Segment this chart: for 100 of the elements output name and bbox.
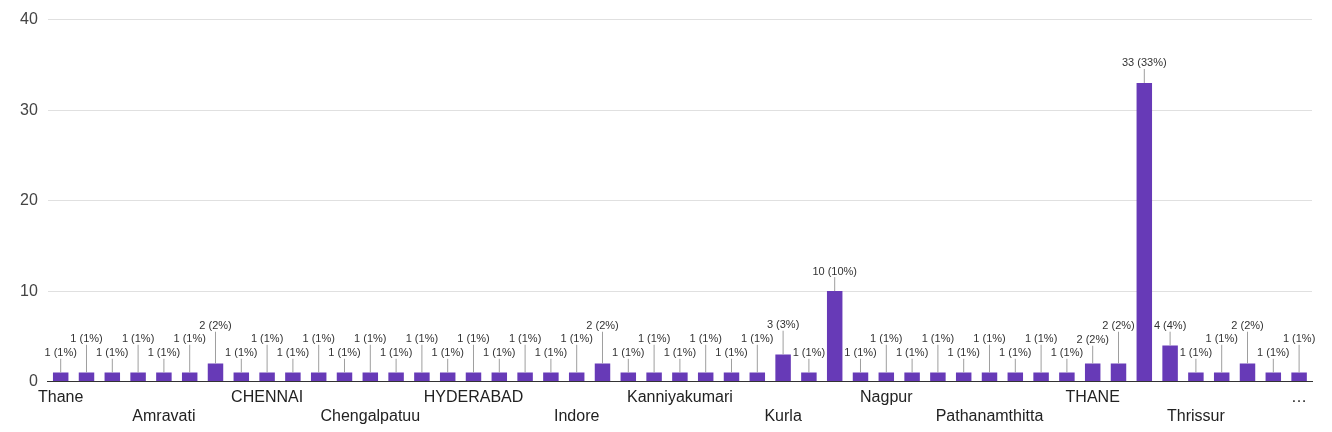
data-label: 1 (1%) (44, 346, 77, 359)
bar (465, 372, 482, 382)
bar (646, 372, 662, 382)
bar (1213, 372, 1230, 382)
data-label: 33 (33%) (1121, 56, 1167, 69)
x-tick-label: THANE (1065, 387, 1120, 405)
data-label: 1 (1%) (70, 332, 103, 345)
data-label: 1 (1%) (354, 332, 387, 345)
data-label: 1 (1%) (715, 346, 748, 359)
bar (130, 372, 146, 382)
x-tick-label: … (1291, 387, 1308, 405)
data-label: 1 (1%) (1179, 346, 1213, 359)
bar (336, 372, 353, 382)
data-label: 2 (2%) (1231, 319, 1264, 332)
data-label: 1 (1%) (973, 332, 1006, 345)
bar (517, 372, 533, 382)
bar (620, 372, 637, 382)
data-label: 1 (1%) (921, 332, 955, 345)
data-label: 1 (1%) (173, 332, 206, 345)
data-label: 1 (1%) (328, 346, 361, 359)
data-label: 1 (1%) (895, 346, 929, 359)
bar (543, 372, 559, 382)
bar (594, 363, 611, 382)
data-label: 1 (1%) (1205, 332, 1238, 345)
data-label: 2 (2%) (199, 319, 232, 332)
bar (1136, 82, 1153, 382)
data-label: 1 (1%) (999, 346, 1032, 359)
data-label: 2 (2%) (1076, 333, 1109, 346)
data-label: 1 (1%) (302, 332, 335, 345)
data-label: 1 (1%) (534, 346, 568, 359)
x-tick-label: Chengalpatuu (320, 406, 421, 424)
bar (697, 372, 714, 382)
bar (78, 372, 95, 382)
bar (955, 372, 972, 382)
data-label: 1 (1%) (560, 332, 593, 345)
bar (1188, 372, 1204, 382)
bar (749, 372, 766, 382)
bar (930, 372, 946, 382)
x-tick-label: HYDERABAD (423, 387, 524, 405)
x-tick-label: Pathanamthitta (935, 406, 1044, 424)
x-tick-label: CHENNAI (231, 387, 304, 405)
bar (1084, 363, 1101, 382)
bar (439, 372, 456, 382)
data-label: 1 (1%) (147, 346, 181, 359)
x-tick-label: Thrissur (1167, 406, 1226, 424)
data-label: 10 (10%) (812, 264, 858, 277)
bar (723, 372, 740, 382)
data-label: 1 (1%) (457, 332, 490, 345)
bar (1007, 372, 1024, 382)
data-label: 1 (1%) (689, 332, 722, 345)
bar (775, 354, 791, 382)
bar (981, 372, 998, 382)
bar (414, 372, 430, 382)
data-label: 1 (1%) (431, 346, 464, 359)
y-tick-label: 10 (20, 281, 38, 299)
y-tick-label: 0 (28, 372, 38, 390)
bar (1033, 372, 1049, 382)
x-tick-label: Indore (554, 406, 600, 424)
data-label: 1 (1%) (250, 332, 284, 345)
data-label: 1 (1%) (741, 332, 774, 345)
data-label: 1 (1%) (405, 332, 439, 345)
bar (672, 372, 688, 382)
y-tick-label: 40 (20, 10, 38, 28)
data-label: 1 (1%) (1282, 332, 1316, 345)
bar (801, 372, 817, 382)
y-tick-label: 20 (20, 191, 38, 209)
data-label: 1 (1%) (637, 332, 671, 345)
bar (491, 372, 508, 382)
bar (878, 372, 895, 382)
data-label: 1 (1%) (1257, 346, 1290, 359)
data-label: 1 (1%) (508, 332, 542, 345)
bar (285, 372, 301, 382)
bar (52, 372, 69, 382)
bar (362, 372, 379, 382)
bar (1110, 363, 1127, 382)
data-label: 1 (1%) (844, 346, 877, 359)
bar (104, 372, 121, 382)
data-label: 1 (1%) (96, 346, 129, 359)
data-label: 1 (1%) (792, 346, 826, 359)
x-tick-label: Nagpur (860, 387, 914, 405)
x-tick-label: Amravati (132, 406, 196, 424)
bar (826, 291, 843, 382)
data-label: 1 (1%) (612, 346, 645, 359)
bar (1291, 372, 1307, 382)
bar (1239, 363, 1256, 382)
data-label: 1 (1%) (225, 346, 258, 359)
x-tick-label: Thane (38, 387, 84, 405)
bar (1059, 372, 1075, 382)
bar (310, 372, 327, 382)
data-label: 1 (1%) (276, 346, 310, 359)
x-tick-label: Kanniyakumari (626, 387, 733, 405)
bar (156, 372, 172, 382)
data-label: 1 (1%) (947, 346, 980, 359)
data-label: 1 (1%) (483, 346, 516, 359)
data-label: 1 (1%) (121, 332, 155, 345)
data-label: 1 (1%) (663, 346, 697, 359)
bar (568, 372, 585, 382)
y-tick-label: 30 (20, 100, 38, 118)
data-label: 1 (1%) (1050, 346, 1084, 359)
x-tick-label: Kurla (764, 406, 802, 424)
